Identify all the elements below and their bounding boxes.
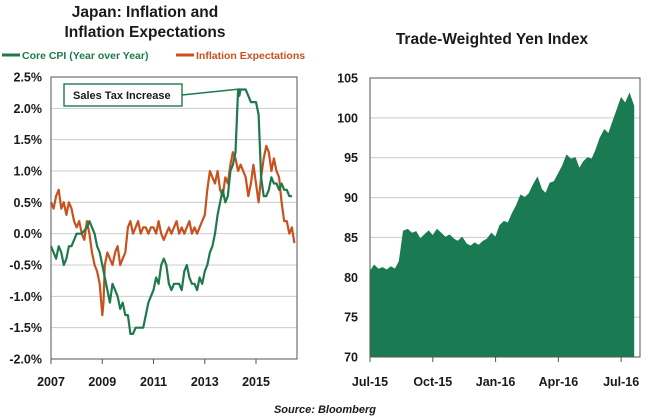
right-y-tick-label: 100 — [337, 111, 358, 125]
right-x-tick-label: Jul-16 — [603, 375, 639, 389]
right-y-tick-label: 95 — [344, 151, 358, 165]
right-y-tick-label: 80 — [344, 271, 358, 285]
left-y-tick-label: 0.0% — [14, 227, 43, 241]
right-plot-frame — [369, 77, 641, 358]
left-y-tick-label: 0.5% — [14, 196, 43, 210]
left-chart-title: Japan: Inflation and — [72, 4, 218, 21]
left-x-tick-label: 2013 — [191, 375, 219, 389]
left-x-ticks: 2007 2009 2011 2013 2015 — [37, 359, 270, 389]
left-y-tick-label: 1.5% — [14, 133, 43, 147]
left-y-tick-label: -1.5% — [9, 321, 42, 335]
left-y-tick-label: -1.0% — [9, 290, 42, 304]
left-plot: -2.0% -1.5% -1.0% -0.5% 0.0% 0.5% 1.0% 1.5% 2.0%… — [9, 71, 298, 389]
left-y-tick-label: -2.0% — [9, 353, 42, 367]
left-y-tick-label: 1.0% — [14, 165, 43, 179]
right-y-tick-label: 70 — [344, 351, 358, 365]
right-area — [369, 92, 635, 358]
left-grid — [51, 76, 297, 360]
annotation-text: Sales Tax Increase — [73, 90, 171, 102]
series-line-core-cpi-year-over-year — [49, 88, 292, 335]
legend-label-inflation-expectations: Inflation Expectations — [196, 50, 305, 62]
left-chart-subtitle: Inflation Expectations — [64, 24, 225, 41]
legend-label-core-cpi: Core CPI (Year over Year) — [22, 50, 148, 62]
right-y-tick-label: 105 — [337, 72, 358, 86]
left-x-tick-label: 2015 — [242, 375, 270, 389]
right-y-tick-label: 75 — [344, 311, 358, 325]
left-y-tick-label: -0.5% — [9, 259, 42, 273]
right-x-tick-label: Jan-16 — [476, 375, 516, 389]
right-y-tick-label: 85 — [344, 231, 358, 245]
annotation-leader-line — [181, 88, 241, 96]
left-x-tick-label: 2009 — [88, 375, 116, 389]
right-y-ticks: 70 75 80 85 90 95 100 105 — [337, 72, 358, 365]
right-x-tick-label: Apr-16 — [539, 375, 579, 389]
right-y-tick-label: 90 — [344, 191, 358, 205]
source-note: Source: Bloomberg — [274, 404, 376, 416]
left-legend: Core CPI (Year over Year) Inflation Expe… — [2, 50, 305, 62]
yen-index-area — [369, 92, 635, 358]
right-x-tick-label: Oct-15 — [413, 375, 452, 389]
right-x-ticks: Jul-15 Oct-15 Jan-16 Apr-16 Jul-16 — [352, 357, 639, 389]
left-y-tick-label: 2.5% — [14, 71, 43, 85]
left-y-ticks: -2.0% -1.5% -1.0% -0.5% 0.0% 0.5% 1.0% 1.5% 2.0%… — [9, 71, 42, 367]
series-line-inflation-expectations — [49, 144, 296, 317]
right-chart-title: Trade-Weighted Yen Index — [396, 31, 589, 48]
right-plot: 70 75 80 85 90 95 100 105 Jul-15 Oct-15 Jan-16 Apr… — [337, 72, 641, 389]
right-x-tick-label: Jul-15 — [352, 375, 388, 389]
left-plot-frame — [50, 76, 298, 360]
left-y-tick-label: 2.0% — [14, 102, 43, 116]
left-x-tick-label: 2011 — [140, 375, 167, 389]
left-x-tick-label: 2007 — [37, 375, 65, 389]
sales-tax-annotation: Sales Tax Increase — [63, 83, 241, 107]
left-series — [49, 88, 296, 335]
